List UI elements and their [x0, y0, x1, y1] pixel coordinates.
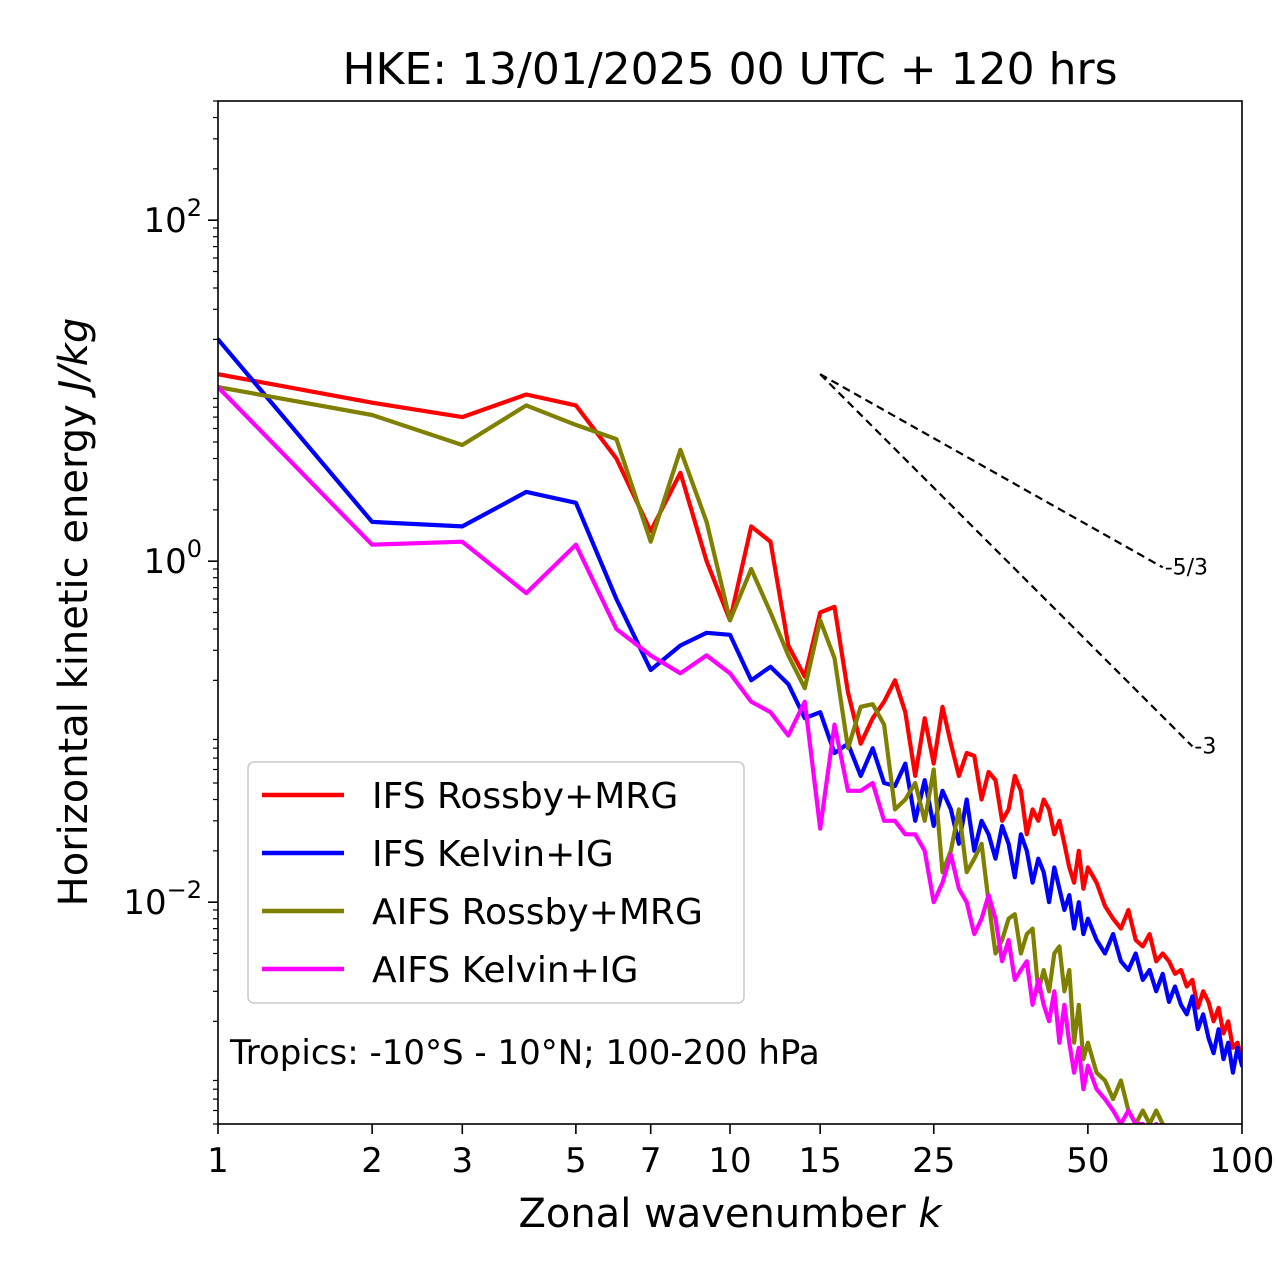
- reference-line-3: [819, 373, 1194, 748]
- reference-lines: [819, 373, 1194, 748]
- legend-label-aifs-kelvin-ig: AIFS Kelvin+IG: [372, 950, 638, 991]
- y-tick-label: 10−2: [123, 876, 202, 923]
- reference-line-label: -3: [1194, 734, 1216, 759]
- series-line-ifs-kelvin-ig: [218, 337, 1242, 1075]
- reference-line-label: -5/3: [1165, 555, 1208, 580]
- x-tick-label: 50: [1066, 1141, 1109, 1181]
- x-tick-label: 2: [361, 1141, 383, 1181]
- x-tick-label: 5: [565, 1141, 587, 1181]
- x-tick-label: 25: [912, 1141, 955, 1181]
- series-line-aifs-kelvin-ig: [218, 385, 1159, 1124]
- x-tick-label: 1: [207, 1141, 229, 1181]
- legend-label-aifs-rossby-mrg: AIFS Rossby+MRG: [372, 892, 703, 933]
- legend-box: [247, 761, 745, 1004]
- plot-frame: [217, 100, 1243, 1125]
- legend-label-ifs-kelvin-ig: IFS Kelvin+IG: [372, 834, 614, 875]
- y-axis-label: Horizontal kinetic energy J/kg: [51, 318, 97, 907]
- x-tick-label: 10: [708, 1141, 751, 1181]
- series-lines: [218, 337, 1242, 1124]
- region-annotation: Tropics: -10°S - 10°N; 100-200 hPa: [229, 1033, 820, 1073]
- chart-title: HKE: 13/01/2025 00 UTC + 120 hrs: [342, 44, 1117, 95]
- legend-label-ifs-rossby-mrg: IFS Rossby+MRG: [372, 776, 678, 817]
- y-tick-label: 100: [143, 535, 202, 582]
- x-tick-label: 3: [451, 1141, 473, 1181]
- x-axis-label: Zonal wavenumber k: [518, 1191, 943, 1237]
- reference-line-5-3: [819, 373, 1164, 569]
- axis-ticks: 1 2 3 5 7 10 15 25 50 100 10−2 100 102: [123, 100, 1275, 1181]
- legend: IFS Rossby+MRG IFS Kelvin+IG AIFS Rossby+M…: [247, 761, 745, 1004]
- x-tick-label: 15: [799, 1141, 842, 1181]
- y-tick-label: 102: [143, 194, 202, 241]
- x-tick-label: 7: [640, 1141, 662, 1181]
- reference-line-labels: -5/3 -3: [1165, 555, 1217, 759]
- series-line-aifs-rossby-mrg: [218, 385, 1165, 1124]
- series-line-ifs-rossby-mrg: [218, 372, 1242, 1062]
- x-tick-label: 100: [1210, 1141, 1275, 1181]
